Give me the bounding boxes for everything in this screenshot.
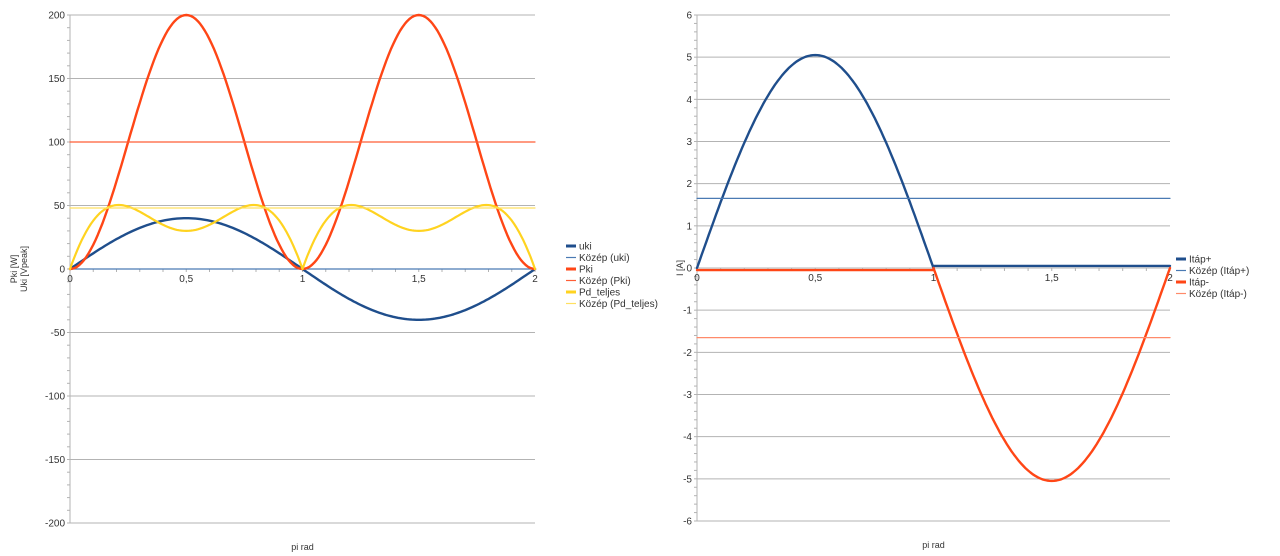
legend-entry: Itáp-: [1189, 278, 1209, 289]
y-tick-label: 4: [686, 95, 692, 106]
legend-entry: Pd_teljes: [579, 288, 620, 299]
series-line-it-p-: [695, 53, 1172, 270]
x-tick-label: 0: [694, 273, 700, 284]
series-line-it-p-: [695, 266, 1172, 483]
y-tick-label: -6: [683, 517, 692, 528]
y-axis-title: Uki [Vpeak]: [19, 246, 29, 292]
x-tick-label: 2: [532, 274, 538, 285]
y-tick-label: -5: [683, 474, 692, 485]
legend-entry: Közép (Itáp+): [1189, 266, 1249, 277]
y-tick-label: 0: [59, 265, 65, 276]
x-tick-label: 1: [931, 273, 937, 284]
y-axis-title: I [A]: [675, 260, 685, 276]
series-line-pd-teljes: [68, 203, 537, 271]
chart-2: -6 -5 -4 -3 -2 -1 0 1 2 3 4 5 6 0 0,5 1 1,5 2 pi rad I [A] I…: [675, 11, 1249, 551]
x-tick-label: 1,5: [412, 274, 426, 285]
y-tick-label: -1: [683, 306, 692, 317]
y-tick-label: 1: [686, 221, 692, 232]
y-axis-title: Pki [W]: [9, 255, 19, 284]
x-axis-title: pi rad: [291, 542, 314, 552]
legend-entry: uki: [579, 242, 592, 253]
x-axis-title: pi rad: [922, 540, 945, 550]
y-tick-label: 0: [686, 264, 692, 275]
y-tick-label: 200: [48, 11, 65, 22]
y-tick-label: 150: [48, 74, 65, 85]
legend-entry: Pki: [579, 265, 593, 276]
y-tick-label: 2: [686, 179, 692, 190]
y-tick-label: -4: [683, 432, 692, 443]
y-tick-label: -2: [683, 348, 692, 359]
x-tick-label: 0: [67, 274, 73, 285]
y-tick-label: -100: [45, 392, 65, 403]
legend-entry: Közép (Pd_teljes): [579, 299, 658, 310]
x-tick-label: 0,5: [179, 274, 193, 285]
x-tick-label: 0,5: [808, 273, 822, 284]
y-tick-label: 5: [686, 53, 692, 64]
legend: Itáp+Közép (Itáp+)Itáp-Közép (Itáp-): [1176, 255, 1249, 300]
legend-entry: Itáp+: [1189, 255, 1212, 266]
x-tick-label: 1,5: [1045, 273, 1059, 284]
y-tick-label: 50: [54, 201, 66, 212]
y-tick-label: 3: [686, 137, 692, 148]
chart-1: -200 -150 -100 -50 0 50 100 150 200 0 0,5 1 1,5 2 pi r…: [9, 11, 658, 553]
x-tick-label: 1: [300, 274, 306, 285]
y-tick-label: -200: [45, 519, 65, 530]
y-tick-label: -3: [683, 390, 692, 401]
legend-entry: Közép (Pki): [579, 276, 631, 287]
legend-entry: Közép (uki): [579, 253, 630, 264]
y-tick-label: 6: [686, 11, 692, 22]
legend-entry: Közép (Itáp-): [1189, 289, 1247, 300]
y-tick-label: -50: [51, 328, 66, 339]
y-tick-label: -150: [45, 455, 65, 466]
y-tick-label: 100: [48, 138, 65, 149]
x-tick-label: 2: [1167, 273, 1173, 284]
